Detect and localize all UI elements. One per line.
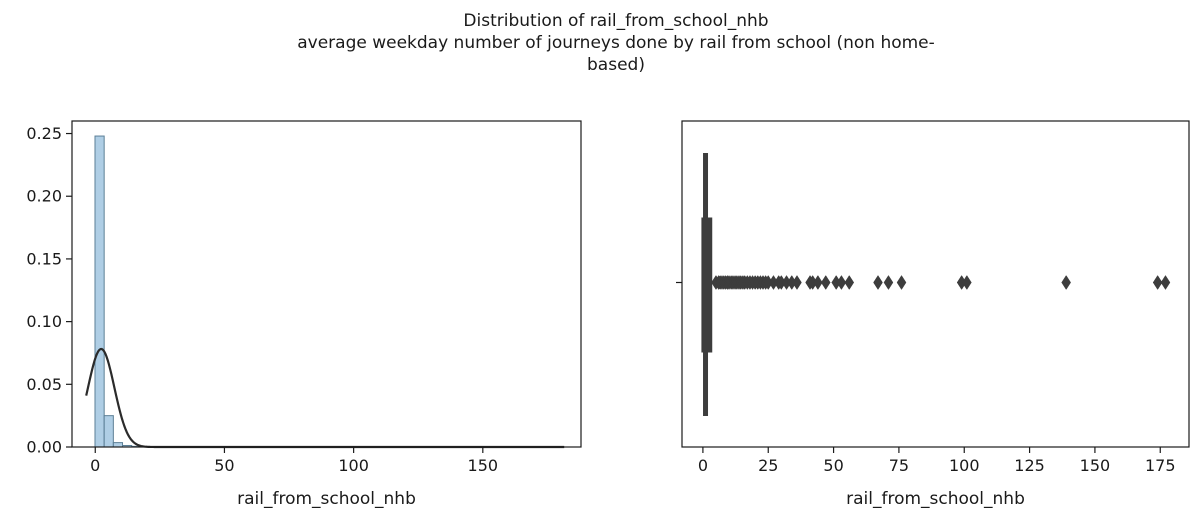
x-axis-label: rail_from_school_nhb (237, 489, 416, 509)
x-tick-label: 75 (889, 456, 909, 475)
histogram-bar (112, 442, 124, 448)
outlier-point (820, 275, 831, 290)
histogram-axes-frame (71, 120, 582, 448)
outlier-point (896, 275, 907, 290)
y-tick-label: 0.05 (26, 375, 62, 394)
outlier-point (1152, 275, 1163, 290)
histogram-bar (103, 415, 114, 448)
boxplot-panel: 0 25 50 75 100 125 150 175 rail_from_school_nhb (676, 120, 1190, 509)
outlier-point (844, 275, 855, 290)
x-tick-label: 50 (214, 456, 234, 475)
x-tick-label: 0 (90, 456, 100, 475)
box-body (701, 217, 713, 353)
outlier-point (1160, 275, 1171, 290)
x-tick-label: 25 (758, 456, 778, 475)
y-tick-label: 0.15 (26, 249, 62, 268)
fit-curve-line (85, 347, 565, 449)
x-tick-label: 50 (823, 456, 843, 475)
x-tick-label: 175 (1145, 456, 1176, 475)
y-tick-label: 0.00 (26, 438, 62, 457)
outlier-point (962, 275, 972, 290)
histogram-bar (94, 135, 105, 448)
y-tick-label: 0.10 (26, 312, 62, 331)
x-tick-label: 100 (949, 456, 980, 475)
x-tick-label: 100 (338, 456, 369, 475)
outlier-point (813, 275, 823, 290)
x-tick-label: 150 (468, 456, 499, 475)
outlier-point (873, 275, 883, 290)
boxplot-axes-frame (681, 120, 1190, 448)
outlier-point (792, 275, 802, 290)
outlier-point (836, 275, 847, 290)
y-tick-label: 0.25 (26, 124, 62, 143)
title-line-2: average weekday number of journeys done … (297, 33, 935, 53)
title-line-3: based) (587, 55, 645, 75)
outlier-point (1061, 275, 1071, 290)
y-tick-label: 0.20 (26, 187, 62, 206)
figure-title: Distribution of rail_from_school_nhb ave… (0, 10, 1203, 76)
outlier-point (883, 275, 894, 290)
x-tick-label: 0 (698, 456, 708, 475)
x-tick-label: 150 (1080, 456, 1111, 475)
histogram-panel: 0 50 100 150 0.00 0.05 0.10 0.15 0.20 0.25 rail_fr… (26, 120, 582, 509)
x-axis-label: rail_from_school_nhb (846, 489, 1025, 509)
x-tick-label: 125 (1014, 456, 1045, 475)
title-line-1: Distribution of rail_from_school_nhb (463, 11, 769, 31)
